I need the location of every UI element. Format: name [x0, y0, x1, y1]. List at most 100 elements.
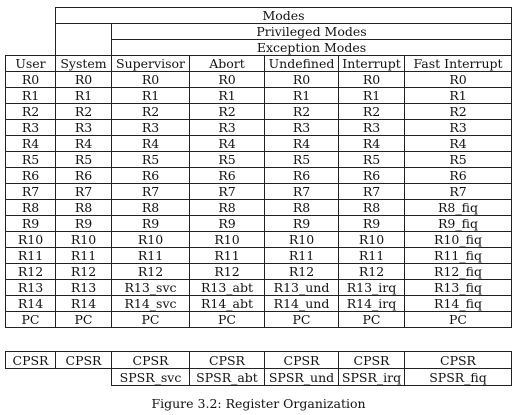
register-cell: R6: [264, 167, 339, 184]
register-cell: R14_fiq: [403, 295, 513, 312]
register-cell: R5: [55, 151, 112, 168]
register-cell: R0: [264, 71, 339, 88]
register-cell: PC: [111, 311, 190, 328]
cpsr-cell: CPSR: [338, 351, 405, 369]
register-cell: R13_abt: [189, 279, 265, 296]
register-cell: R11: [5, 247, 56, 264]
column-header: Fast Interrupt: [403, 55, 513, 72]
register-cell: R3: [111, 119, 190, 136]
register-cell: R13_irq: [338, 279, 405, 296]
register-cell: PC: [189, 311, 265, 328]
privileged-modes-header: Privileged Modes: [110, 23, 513, 40]
register-cell: R1: [189, 87, 265, 104]
register-table: Modes Privileged Modes Exception Modes U…: [5, 7, 513, 328]
register-cell: R9: [264, 215, 339, 232]
register-cell: R8: [189, 199, 265, 216]
register-cell: R12: [111, 263, 190, 280]
figure-caption: Figure 3.2: Register Organization: [151, 396, 366, 411]
register-cell: R6: [338, 167, 405, 184]
register-row: R6 R6 R6 R6 R6 R6 R6: [5, 167, 513, 184]
register-cell: R0: [189, 71, 265, 88]
column-header-row: User System Supervisor Abort Undefined Interr…: [5, 55, 513, 72]
register-cell: R11: [338, 247, 405, 264]
register-cell: R6: [189, 167, 265, 184]
register-cell: R3: [55, 119, 112, 136]
register-cell: R7: [5, 183, 56, 200]
register-cell: R2: [111, 103, 190, 120]
register-cell: R0: [111, 71, 190, 88]
register-cell: R10: [5, 231, 56, 248]
register-row: R13 R13 R13_svc R13_abt R13_und R13_irq R13_fi…: [5, 279, 513, 296]
register-row: PC PC PC PC PC PC PC: [5, 311, 513, 328]
register-cell: R0: [403, 71, 513, 88]
register-cell: R4: [189, 135, 265, 152]
register-cell: R7: [111, 183, 190, 200]
register-cell: R10: [338, 231, 405, 248]
register-cell: R0: [55, 71, 112, 88]
spsr-cell: SPSR_und: [264, 368, 339, 386]
register-cell: R2: [189, 103, 265, 120]
register-cell: R11_fiq: [403, 247, 513, 264]
register-cell: PC: [264, 311, 339, 328]
register-cell: R3: [403, 119, 513, 136]
register-cell: PC: [55, 311, 112, 328]
register-cell: R13_fiq: [403, 279, 513, 296]
column-header: Supervisor: [111, 55, 190, 72]
register-cell: R14: [55, 295, 112, 312]
register-cell: R7: [264, 183, 339, 200]
register-cell: R8: [111, 199, 190, 216]
register-cell: R4: [5, 135, 56, 152]
register-row: R3 R3 R3 R3 R3 R3 R3: [5, 119, 513, 136]
register-cell: R9: [55, 215, 112, 232]
column-header: User: [5, 55, 56, 72]
header-row-privileged: Privileged Modes: [5, 23, 513, 40]
register-row: R10 R10 R10 R10 R10 R10 R10_fiq: [5, 231, 513, 248]
register-cell: R7: [338, 183, 405, 200]
register-cell: R1: [338, 87, 405, 104]
register-cell: R9_fiq: [403, 215, 513, 232]
register-cell: R3: [189, 119, 265, 136]
register-cell: R5: [111, 151, 190, 168]
register-cell: R4: [111, 135, 190, 152]
column-header: Abort: [189, 55, 265, 72]
register-cell: R11: [111, 247, 190, 264]
register-cell: R10: [55, 231, 112, 248]
register-cell: R3: [338, 119, 405, 136]
register-cell: R9: [111, 215, 190, 232]
register-cell: R13: [5, 279, 56, 296]
register-cell: R14_irq: [338, 295, 405, 312]
register-cell: R0: [5, 71, 56, 88]
register-cell: R12: [264, 263, 339, 280]
register-cell: R12: [189, 263, 265, 280]
register-cell: R2: [55, 103, 112, 120]
register-cell: R9: [338, 215, 405, 232]
register-cell: R2: [338, 103, 405, 120]
register-cell: R1: [111, 87, 190, 104]
register-row: R11 R11 R11 R11 R11 R11 R11_fiq: [5, 247, 513, 264]
cpsr-row: CPSR CPSR CPSR CPSR CPSR CPSR CPSR: [5, 351, 512, 369]
register-cell: R2: [403, 103, 513, 120]
register-cell: R4: [55, 135, 112, 152]
register-row: R2 R2 R2 R2 R2 R2 R2: [5, 103, 513, 120]
column-header: System: [55, 55, 112, 72]
register-cell: R1: [55, 87, 112, 104]
register-cell: R7: [55, 183, 112, 200]
register-cell: R6: [403, 167, 513, 184]
register-cell: R8_fiq: [403, 199, 513, 216]
register-cell: PC: [338, 311, 405, 328]
exception-modes-header: Exception Modes: [110, 39, 513, 56]
spsr-cell: SPSR_abt: [189, 368, 265, 386]
register-cell: R6: [55, 167, 112, 184]
register-cell: R8: [338, 199, 405, 216]
register-cell: R5: [5, 151, 56, 168]
register-row: R5 R5 R5 R5 R5 R5 R5: [5, 151, 513, 168]
header-row-modes: Modes: [5, 7, 513, 24]
register-row: R14 R14 R14_svc R14_abt R14_und R14_irq R14_fi…: [5, 295, 513, 312]
register-cell: R1: [264, 87, 339, 104]
column-header: Undefined: [264, 55, 339, 72]
register-cell: R11: [264, 247, 339, 264]
register-cell: PC: [403, 311, 513, 328]
register-row: R0 R0 R0 R0 R0 R0 R0: [5, 71, 513, 88]
register-cell: R13_und: [264, 279, 339, 296]
register-cell: R11: [55, 247, 112, 264]
